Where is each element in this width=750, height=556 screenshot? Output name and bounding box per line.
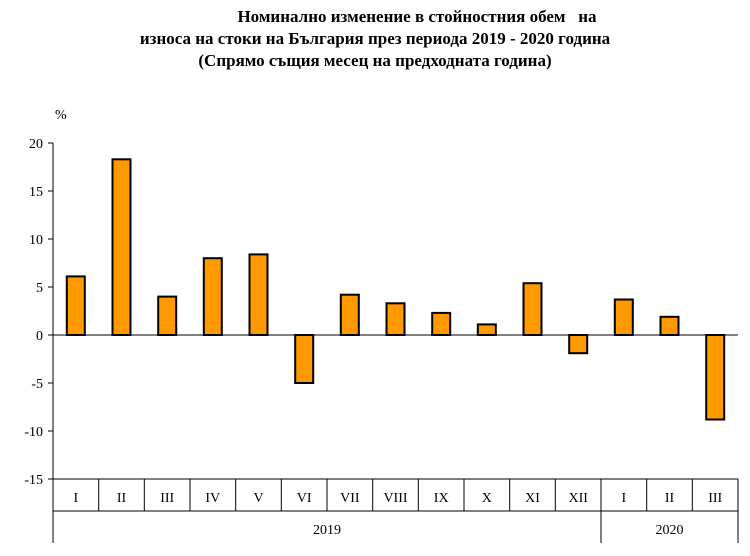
x-category-label: XI (525, 491, 540, 506)
chart-title: Номинално изменение в стойностния обем н… (0, 6, 750, 72)
x-category-label: V (253, 491, 263, 506)
x-category-label: VIII (383, 491, 407, 506)
y-tick-label: 15 (29, 185, 43, 200)
y-ticks-group: 20 15 10 5 0 -5 -10 -15 (24, 137, 53, 488)
bar-5 (248, 253, 269, 336)
x-category-label: VI (297, 491, 312, 506)
x-category-label: IX (434, 491, 449, 506)
y-tick-label: 5 (36, 281, 43, 296)
bar-3 (157, 295, 178, 337)
y-tick-label: -10 (24, 425, 43, 440)
bar-7 (339, 293, 360, 337)
bar-13 (613, 298, 634, 336)
bar-8 (385, 302, 406, 336)
x-category-label: III (708, 491, 722, 506)
bar-14 (659, 315, 680, 336)
bar-2 (111, 158, 132, 336)
year-group-label: 2019 (313, 523, 341, 538)
bar-4 (202, 257, 223, 337)
axes-group (52, 143, 739, 543)
y-tick-label: -15 (24, 473, 43, 488)
y-tick-label: -5 (31, 377, 43, 392)
bar-12 (568, 334, 589, 355)
chart-title-line-2: износа на стоки на България през периода… (139, 29, 611, 48)
bar-10 (476, 323, 497, 336)
bar-11 (522, 282, 543, 337)
bars-group (65, 158, 726, 421)
x-category-label: II (665, 491, 675, 506)
y-axis-unit-label: % (55, 108, 67, 123)
y-tick-label: 0 (36, 329, 43, 344)
x-category-label: II (117, 491, 127, 506)
year-group-label: 2020 (656, 523, 684, 538)
bar-15 (705, 334, 726, 421)
bar-6 (294, 334, 315, 384)
x-category-label: III (160, 491, 174, 506)
chart-title-line-3: (Спрямо същия месец на предходната годин… (198, 51, 552, 70)
x-category-label: I (73, 491, 78, 506)
x-category-label: X (482, 491, 492, 506)
x-category-label: XII (568, 491, 588, 506)
x-category-label: IV (205, 491, 220, 506)
x-category-label: I (621, 491, 626, 506)
x-category-label: VII (340, 491, 360, 506)
y-tick-label: 20 (29, 137, 43, 152)
y-tick-label: 10 (29, 233, 43, 248)
chart-title-line-1: Номинално изменение в стойностния обем н… (237, 7, 597, 26)
bar-9 (431, 311, 452, 336)
bar-1 (65, 275, 86, 336)
